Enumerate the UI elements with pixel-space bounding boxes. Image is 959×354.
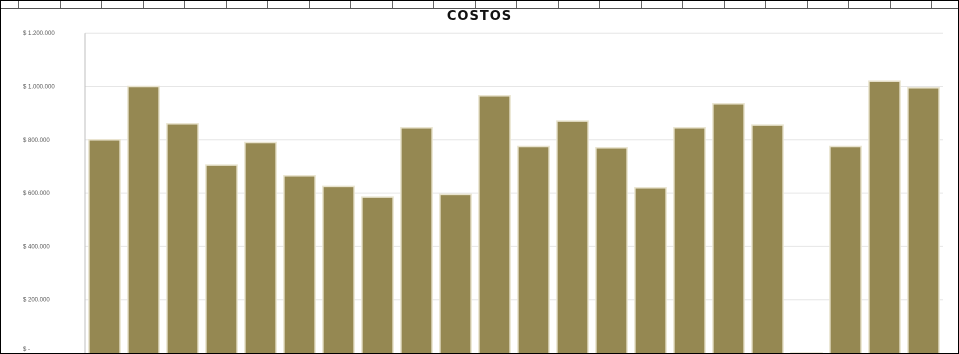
bar-3 (166, 123, 199, 353)
column-divider (557, 1, 559, 8)
column-divider (765, 1, 766, 8)
column-divider (433, 1, 434, 8)
column-divider (723, 1, 725, 8)
column-divider (18, 1, 19, 8)
bar-18 (751, 124, 784, 353)
chart-title: COSTOS (446, 9, 513, 24)
column-divider (225, 1, 227, 8)
column-divider (848, 1, 849, 8)
column-divider (806, 1, 808, 8)
y-tick-label: $ 800.000 (23, 138, 50, 144)
y-tick-label: $ 1.000.000 (23, 85, 55, 91)
column-divider (599, 1, 600, 8)
bar-10 (439, 193, 472, 353)
bar-5 (244, 141, 277, 353)
column-divider (59, 1, 61, 8)
bar-12 (517, 145, 550, 353)
bar-6 (283, 175, 316, 353)
column-divider (516, 1, 517, 8)
bar-20 (829, 145, 862, 353)
y-tick-label: $ 600.000 (23, 191, 50, 197)
bar-22 (907, 87, 940, 353)
column-divider (101, 1, 102, 8)
column-divider (391, 1, 393, 8)
column-divider (142, 1, 144, 8)
column-header-strip (1, 1, 958, 9)
bar-21 (868, 80, 901, 353)
column-divider (640, 1, 642, 8)
bar-1 (88, 139, 121, 353)
column-divider (682, 1, 683, 8)
bar-16 (673, 127, 706, 353)
column-divider (308, 1, 310, 8)
column-divider (931, 1, 932, 8)
y-tick-label: $ 200.000 (23, 298, 50, 304)
bar-13 (556, 120, 589, 353)
bar-14 (595, 147, 628, 353)
bar-9 (400, 127, 433, 353)
column-divider (267, 1, 268, 8)
column-divider (184, 1, 185, 8)
bar-15 (634, 187, 667, 353)
y-tick-label: $ 400.000 (23, 244, 50, 250)
column-divider (350, 1, 351, 8)
bar-2 (127, 85, 160, 353)
column-divider (889, 1, 891, 8)
bar-11 (478, 95, 511, 353)
bar-17 (712, 103, 745, 353)
bar-4 (205, 164, 238, 353)
y-tick-label: $ - (23, 347, 30, 353)
column-divider (474, 1, 476, 8)
bar-8 (361, 196, 394, 353)
bar-7 (322, 185, 355, 353)
y-tick-label: $ 1.200.000 (23, 31, 55, 37)
